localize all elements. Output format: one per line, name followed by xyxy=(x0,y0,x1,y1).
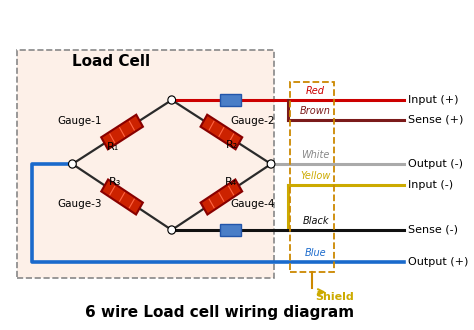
Text: Black: Black xyxy=(302,216,329,226)
Circle shape xyxy=(169,97,174,103)
Polygon shape xyxy=(101,180,143,214)
Text: Output (-): Output (-) xyxy=(409,159,464,169)
Text: R₃: R₃ xyxy=(109,177,121,187)
Bar xyxy=(220,94,241,106)
Text: Yellow: Yellow xyxy=(301,171,331,181)
Text: Brown: Brown xyxy=(300,106,331,116)
Text: Input (-): Input (-) xyxy=(409,180,454,190)
Text: Gauge-2: Gauge-2 xyxy=(231,116,275,126)
Text: Output (+): Output (+) xyxy=(409,257,469,267)
Circle shape xyxy=(168,96,175,104)
Bar xyxy=(220,224,241,236)
Text: Sense (+): Sense (+) xyxy=(409,115,464,125)
Text: Red: Red xyxy=(306,86,325,96)
Text: Input (+): Input (+) xyxy=(409,95,459,105)
Text: Blue: Blue xyxy=(305,248,327,258)
Circle shape xyxy=(70,161,75,167)
Circle shape xyxy=(69,160,76,168)
Circle shape xyxy=(268,161,273,167)
Polygon shape xyxy=(101,115,143,149)
Circle shape xyxy=(168,226,175,234)
Text: White: White xyxy=(301,150,330,160)
Text: Sense (-): Sense (-) xyxy=(409,225,458,235)
Text: R₄: R₄ xyxy=(225,177,237,187)
Text: Shield: Shield xyxy=(316,292,355,302)
Polygon shape xyxy=(201,180,242,214)
Text: Gauge-4: Gauge-4 xyxy=(231,199,275,209)
Polygon shape xyxy=(17,50,274,278)
Text: Gauge-1: Gauge-1 xyxy=(57,116,101,126)
Text: R₂: R₂ xyxy=(226,140,238,150)
Circle shape xyxy=(169,227,174,233)
Text: 6 wire Load cell wiring diagram: 6 wire Load cell wiring diagram xyxy=(85,305,355,319)
Text: Load Cell: Load Cell xyxy=(73,54,150,70)
Text: R₁: R₁ xyxy=(107,142,119,152)
Polygon shape xyxy=(201,115,242,149)
Text: Gauge-3: Gauge-3 xyxy=(57,199,101,209)
Circle shape xyxy=(267,160,275,168)
